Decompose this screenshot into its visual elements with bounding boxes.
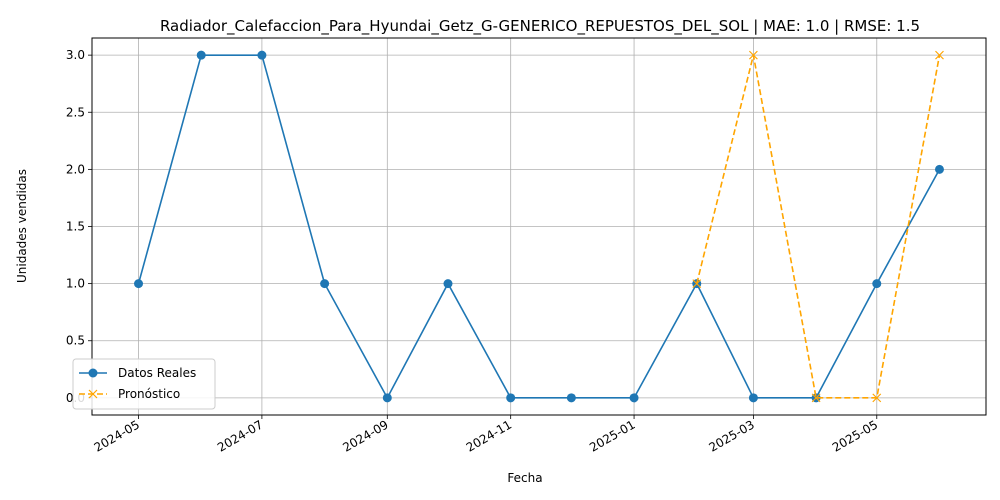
y-tick-label: 0.5	[66, 334, 85, 348]
series-0-point	[320, 279, 330, 289]
series-0-point	[134, 279, 144, 289]
y-axis-label: Unidades vendidas	[15, 169, 29, 283]
series-1-point	[748, 50, 758, 60]
legend: Datos Reales Pronóstico	[72, 358, 216, 410]
series-1-point	[872, 393, 882, 403]
series-1-point	[692, 279, 702, 289]
series-0-point	[506, 393, 516, 403]
y-tick-label: 2.5	[66, 105, 85, 119]
plot-lines	[134, 50, 944, 403]
legend-label-0: Datos Reales	[118, 366, 196, 380]
y-tick-label: 3.0	[66, 48, 85, 62]
x-tick-label: 2025-03	[706, 417, 756, 454]
y-axis: 0.00.51.01.52.02.53.0	[66, 48, 92, 405]
y-tick-label: 1.0	[66, 277, 85, 291]
series-0-point	[257, 50, 267, 60]
x-tick-label: 2024-05	[92, 417, 142, 454]
grid	[92, 38, 986, 415]
series-0-point	[629, 393, 639, 403]
legend-marker-0	[88, 368, 98, 378]
x-tick-label: 2024-07	[215, 417, 265, 454]
legend-box	[72, 358, 216, 410]
chart-title: Radiador_Calefaccion_Para_Hyundai_Getz_G…	[160, 17, 920, 36]
series-0-point	[382, 393, 392, 403]
x-axis-label: Fecha	[507, 471, 542, 485]
legend-marker-1	[88, 389, 98, 399]
series-0-point	[443, 279, 453, 289]
x-tick-label: 2025-01	[587, 417, 637, 454]
series-1-point	[935, 50, 944, 60]
y-tick-label: 1.5	[66, 220, 85, 234]
series-0-point	[566, 393, 576, 403]
y-tick-label: 2.0	[66, 162, 85, 176]
series-0-point	[934, 164, 944, 174]
series-line-1	[695, 54, 941, 399]
series-1-point	[811, 393, 821, 403]
legend-label-1: Pronóstico	[118, 387, 180, 401]
x-tick-label: 2024-09	[340, 417, 390, 454]
series-0-point	[196, 50, 206, 60]
x-tick-label: 2025-05	[830, 417, 880, 454]
series-0-point	[872, 279, 882, 289]
x-tick-label: 2024-11	[464, 417, 514, 454]
x-axis: 2024-05 2024-07 2024-09 2024-11 2025-01 2025-…	[92, 415, 880, 455]
series-0-point	[748, 393, 758, 403]
series-line-0	[137, 54, 941, 400]
